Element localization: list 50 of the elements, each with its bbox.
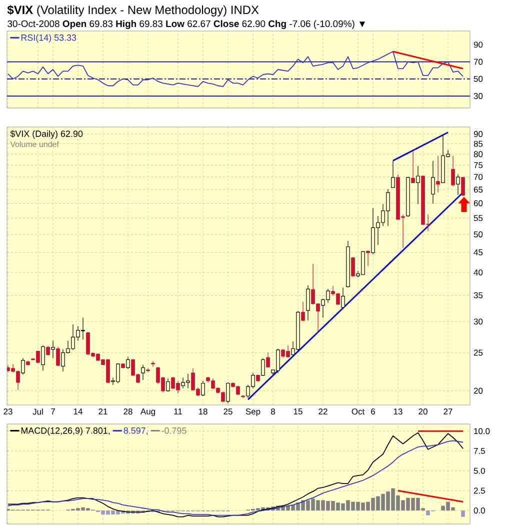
x-tick-label: 7 (51, 408, 55, 414)
legend-label: -0.795 (162, 427, 186, 434)
y-tick-label: 70 (474, 58, 483, 65)
x-tick-label: Aug (140, 408, 155, 416)
x-tick-label: Sep (246, 408, 260, 416)
y-tick-label: 65 (474, 186, 483, 193)
x-tick-label: 15 (294, 408, 302, 414)
y-tick-label: 20 (474, 388, 483, 394)
x-tick-label: 13 (394, 408, 402, 415)
y-tick-label: 90 (474, 131, 483, 138)
x-tick-label: 11 (174, 408, 182, 414)
y-tick-label: 75 (474, 162, 483, 168)
x-tick-label: 8 (271, 408, 275, 415)
x-tick-label: 23 (4, 408, 12, 415)
legend-label: MACD(12,26,9) 7.801, (21, 427, 110, 436)
legend-label: RSI(14) 53.33 (21, 34, 76, 43)
chart-title: $VIX (Volatility Index - New Methodology) INDX (7, 5, 259, 16)
y-tick-label: 2.5 (474, 488, 485, 494)
x-tick-label: 21 (98, 408, 108, 414)
y-tick-label: 80 (474, 151, 483, 158)
y-tick-label: 30 (474, 93, 483, 100)
y-tick-label: 70 (474, 174, 483, 180)
y-tick-label: 7.5 (474, 448, 485, 454)
y-tick-label: 50 (474, 231, 483, 238)
x-tick-label: 22 (318, 408, 328, 414)
y-tick-label: 25 (474, 350, 483, 356)
x-tick-label: 25 (224, 408, 232, 415)
chart-title: $VIX (Daily) 62.90 (10, 130, 83, 139)
y-tick-label: 85 (474, 140, 483, 147)
x-tick-label: 28 (124, 408, 132, 415)
y-tick-label: 40 (474, 269, 483, 276)
x-tick-label: 27 (444, 408, 452, 414)
x-tick-label: 18 (198, 408, 208, 415)
y-tick-label: 90 (474, 42, 483, 48)
y-tick-label: 30 (474, 318, 483, 325)
text: 30-Oct-2008 Open 69.83 High 69.83 Low 62.67 Close 62.90 Chg -7.06 (-10.09%) ▼ (8, 20, 365, 29)
x-tick-label: Jul (32, 408, 43, 415)
x-tick-label: 14 (74, 408, 82, 414)
y-tick-label: 35 (474, 292, 483, 298)
legend-label: 8.597, (124, 427, 148, 435)
y-tick-label: 10.0 (474, 428, 490, 434)
y-tick-label: 50 (474, 76, 483, 82)
x-tick-label: 20 (418, 408, 428, 415)
y-tick-label: 5.0 (474, 468, 485, 474)
x-tick-label: Oct (352, 408, 365, 415)
y-tick-label: 55 (474, 215, 483, 222)
y-tick-label: 0.0 (474, 508, 485, 514)
x-tick-label: 6 (371, 408, 375, 415)
y-tick-label: 45 (474, 249, 483, 256)
y-tick-label: 60 (474, 200, 483, 206)
